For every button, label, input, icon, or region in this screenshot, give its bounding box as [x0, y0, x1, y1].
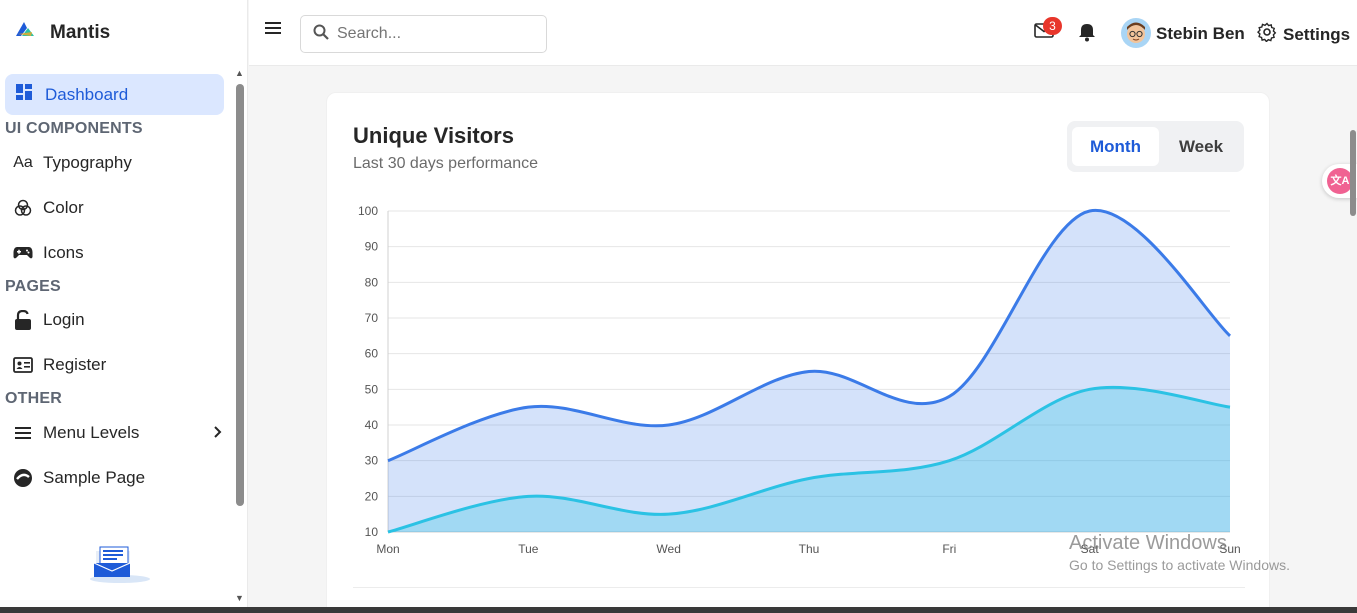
sidebar-item-color[interactable]: Color [13, 198, 223, 218]
y-tick-label: 100 [358, 204, 378, 218]
id-card-icon [13, 357, 33, 373]
sidebar-item-sample-page[interactable]: Sample Page [13, 468, 223, 488]
sidebar-item-label: Color [43, 198, 84, 217]
typography-icon: Aa [13, 154, 33, 171]
sidebar-item-menu-levels[interactable]: Menu Levels [13, 423, 223, 443]
y-tick-label: 80 [365, 275, 379, 289]
gear-icon [1257, 22, 1277, 47]
x-tick-label: Wed [656, 542, 680, 556]
sidebar-item-login[interactable]: Login [13, 310, 223, 330]
y-tick-label: 20 [365, 489, 379, 503]
sidebar-item-register[interactable]: Register [13, 355, 223, 375]
sidebar-item-label: Icons [43, 243, 84, 262]
sidebar-item-label: Login [43, 310, 85, 329]
section-ui-components: UI COMPONENTS [5, 120, 143, 137]
hamburger-icon[interactable] [264, 21, 282, 40]
y-tick-label: 70 [365, 311, 379, 325]
sidebar-item-label: Register [43, 355, 107, 374]
dashboard-icon [15, 83, 33, 106]
card-divider [353, 587, 1245, 588]
series-area [388, 210, 1230, 532]
toggle-week-button[interactable]: Week [1178, 137, 1224, 156]
chevron-right-icon [213, 423, 223, 444]
search-icon [313, 24, 329, 45]
color-icon [13, 199, 33, 217]
page-scroll-thumb[interactable] [1350, 130, 1356, 216]
x-tick-label: Fri [942, 542, 956, 556]
y-tick-label: 50 [365, 382, 379, 396]
activate-title: Activate Windows [1069, 532, 1227, 554]
settings-button[interactable]: Settings [1257, 22, 1350, 47]
series-line [387, 209, 1231, 463]
sidebar-item-dashboard[interactable]: Dashboard [5, 74, 224, 115]
toggle-month-button[interactable]: Month [1072, 127, 1159, 166]
x-tick-label: Thu [799, 542, 820, 556]
scroll-up-icon[interactable]: ▲ [235, 68, 244, 78]
x-tick-label: Sat [1081, 542, 1100, 556]
y-tick-label: 40 [365, 418, 379, 432]
activate-subtitle: Go to Settings to activate Windows. [1069, 557, 1290, 573]
y-tick-label: 10 [365, 525, 379, 539]
menu-icon [13, 426, 33, 440]
section-pages: PAGES [5, 278, 61, 295]
top-header: 3 Stebin Ben Settings [249, 0, 1357, 66]
mail-badge: 3 [1043, 17, 1062, 35]
section-other: OTHER [5, 390, 62, 407]
y-tick-label: 90 [365, 240, 379, 254]
bell-icon[interactable] [1077, 22, 1097, 47]
avatar[interactable] [1121, 18, 1151, 48]
x-tick-label: Mon [376, 542, 399, 556]
unique-visitors-card: Unique Visitors Last 30 days performance… [326, 92, 1270, 613]
sidebar-item-label: Dashboard [45, 84, 129, 104]
activate-windows-watermark: Activate Windows Go to Settings to activ… [1069, 532, 1290, 573]
sidebar-item-label: Menu Levels [43, 423, 140, 442]
search-input[interactable] [337, 25, 537, 43]
series-line [387, 385, 1231, 534]
card-title: Unique Visitors [353, 123, 514, 148]
card-subtitle: Last 30 days performance [353, 155, 538, 172]
visitors-area-chart: 10 20 30 40 50 60 70 80 90 100 Mon Tue Wed Thu Fri Sat S… [358, 204, 1241, 556]
sidebar-item-typography[interactable]: Aa Typography [13, 153, 223, 173]
gamepad-icon [13, 246, 33, 260]
page-scrollbar[interactable] [1348, 66, 1357, 613]
sidebar-item-icons[interactable]: Icons [13, 243, 223, 263]
sample-icon [13, 468, 33, 488]
mantis-logo-icon [14, 20, 36, 45]
settings-label: Settings [1283, 24, 1351, 44]
scroll-down-icon[interactable]: ▼ [235, 593, 244, 603]
search-box[interactable] [300, 15, 547, 53]
app-title: Mantis [50, 21, 111, 43]
sidebar-illustration [88, 543, 154, 590]
brand[interactable]: Mantis [14, 20, 110, 45]
lock-icon [13, 310, 33, 330]
translate-icon: 文A [1327, 168, 1353, 194]
sidebar-scrollbar[interactable]: ▲ ▼ [233, 66, 247, 611]
period-toggle: Month Week [1067, 121, 1244, 172]
user-name[interactable]: Stebin Ben [1156, 24, 1245, 43]
y-tick-label: 60 [365, 347, 379, 361]
x-tick-label: Tue [518, 542, 539, 556]
sidebar-scroll-thumb[interactable] [236, 84, 244, 506]
x-tick-label: Sun [1219, 542, 1240, 556]
sidebar: Mantis Dashboard UI COMPONENTS Aa Typogr… [0, 0, 248, 613]
sidebar-item-label: Typography [43, 153, 132, 172]
taskbar [0, 607, 1357, 613]
sidebar-item-label: Sample Page [43, 468, 146, 487]
y-tick-label: 30 [365, 454, 379, 468]
